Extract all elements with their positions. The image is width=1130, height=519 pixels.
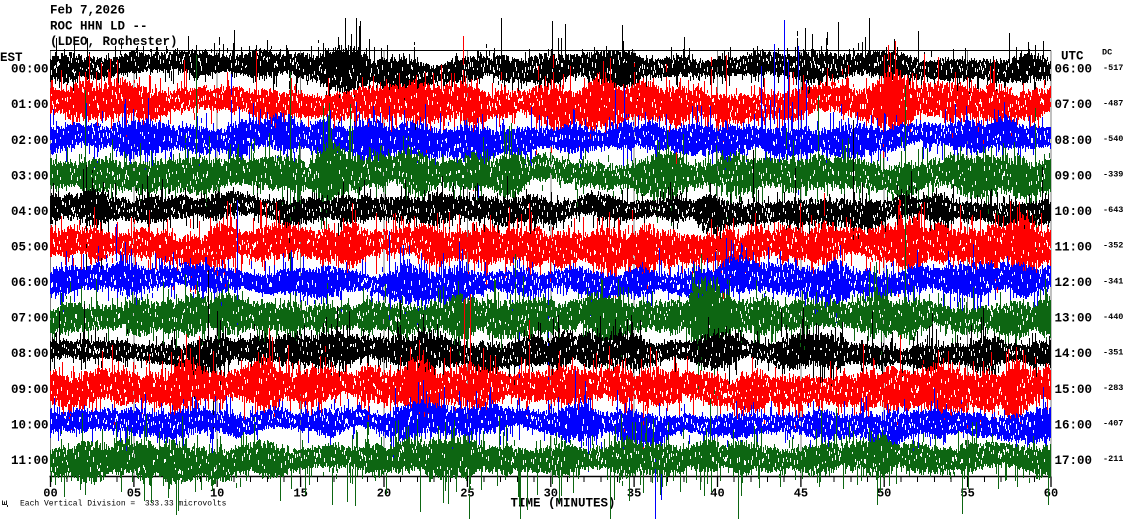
svg-text:10: 10: [210, 487, 224, 501]
svg-text:00:00: 00:00: [11, 63, 49, 77]
svg-text:04:00: 04:00: [11, 205, 49, 219]
svg-text:-540: -540: [1103, 134, 1123, 144]
svg-text:17:00: 17:00: [1055, 454, 1093, 468]
svg-text:14:00: 14:00: [1055, 347, 1093, 361]
svg-text:00: 00: [43, 487, 57, 501]
svg-text:-339: -339: [1103, 170, 1123, 180]
svg-text:Feb 7,2026: Feb 7,2026: [50, 4, 125, 18]
svg-text:50: 50: [877, 487, 891, 501]
svg-text:11:00: 11:00: [11, 454, 49, 468]
svg-text:-407: -407: [1103, 419, 1123, 429]
svg-text:-351: -351: [1103, 347, 1123, 357]
svg-text:16:00: 16:00: [1055, 418, 1093, 432]
svg-text:-487: -487: [1103, 98, 1123, 108]
svg-text:-440: -440: [1103, 312, 1123, 322]
svg-text:-341: -341: [1103, 276, 1123, 286]
svg-text:40: 40: [710, 487, 724, 501]
svg-text:Each Vertical Division = 333.: Each Vertical Division = 333.33 microvol…: [20, 500, 227, 509]
svg-text:UTC: UTC: [1061, 50, 1084, 64]
svg-text:60: 60: [1044, 487, 1058, 501]
svg-text:-211: -211: [1103, 454, 1123, 464]
svg-text:02:00: 02:00: [11, 134, 49, 148]
svg-text:ROC HHN LD --: ROC HHN LD --: [50, 20, 148, 34]
svg-text:05:00: 05:00: [11, 241, 49, 255]
svg-text:EST: EST: [0, 51, 23, 65]
svg-text:13:00: 13:00: [1055, 312, 1093, 326]
svg-text:08:00: 08:00: [1055, 134, 1093, 148]
svg-text:-283: -283: [1103, 383, 1123, 393]
svg-text:-643: -643: [1103, 205, 1123, 215]
svg-text:35: 35: [627, 487, 641, 501]
svg-text:-352: -352: [1103, 241, 1123, 251]
svg-text:55: 55: [960, 487, 974, 501]
svg-text:TIME (MINUTES): TIME (MINUTES): [510, 497, 615, 511]
svg-text:05: 05: [127, 487, 141, 501]
svg-text:12:00: 12:00: [1055, 276, 1093, 290]
svg-text:06:00: 06:00: [11, 276, 49, 290]
svg-text:45: 45: [794, 487, 808, 501]
svg-text:11:00: 11:00: [1055, 241, 1093, 255]
svg-text:07:00: 07:00: [11, 312, 49, 326]
svg-text:06:00: 06:00: [1055, 63, 1093, 77]
svg-text:08:00: 08:00: [11, 347, 49, 361]
svg-text:(LDEO, Rochester): (LDEO, Rochester): [50, 35, 178, 49]
svg-text:09:00: 09:00: [11, 383, 49, 397]
svg-text:30: 30: [544, 487, 558, 501]
svg-text:01:00: 01:00: [11, 98, 49, 112]
svg-text:DC: DC: [1102, 48, 1112, 58]
svg-text:15:00: 15:00: [1055, 383, 1093, 397]
svg-text:10:00: 10:00: [1055, 205, 1093, 219]
svg-text:25: 25: [460, 487, 474, 501]
svg-text:09:00: 09:00: [1055, 169, 1093, 183]
svg-text:10:00: 10:00: [11, 418, 49, 432]
svg-text:07:00: 07:00: [1055, 98, 1093, 112]
svg-text:20: 20: [377, 487, 391, 501]
svg-text:-517: -517: [1103, 63, 1123, 73]
svg-text:15: 15: [293, 487, 307, 501]
svg-text:03:00: 03:00: [11, 169, 49, 183]
